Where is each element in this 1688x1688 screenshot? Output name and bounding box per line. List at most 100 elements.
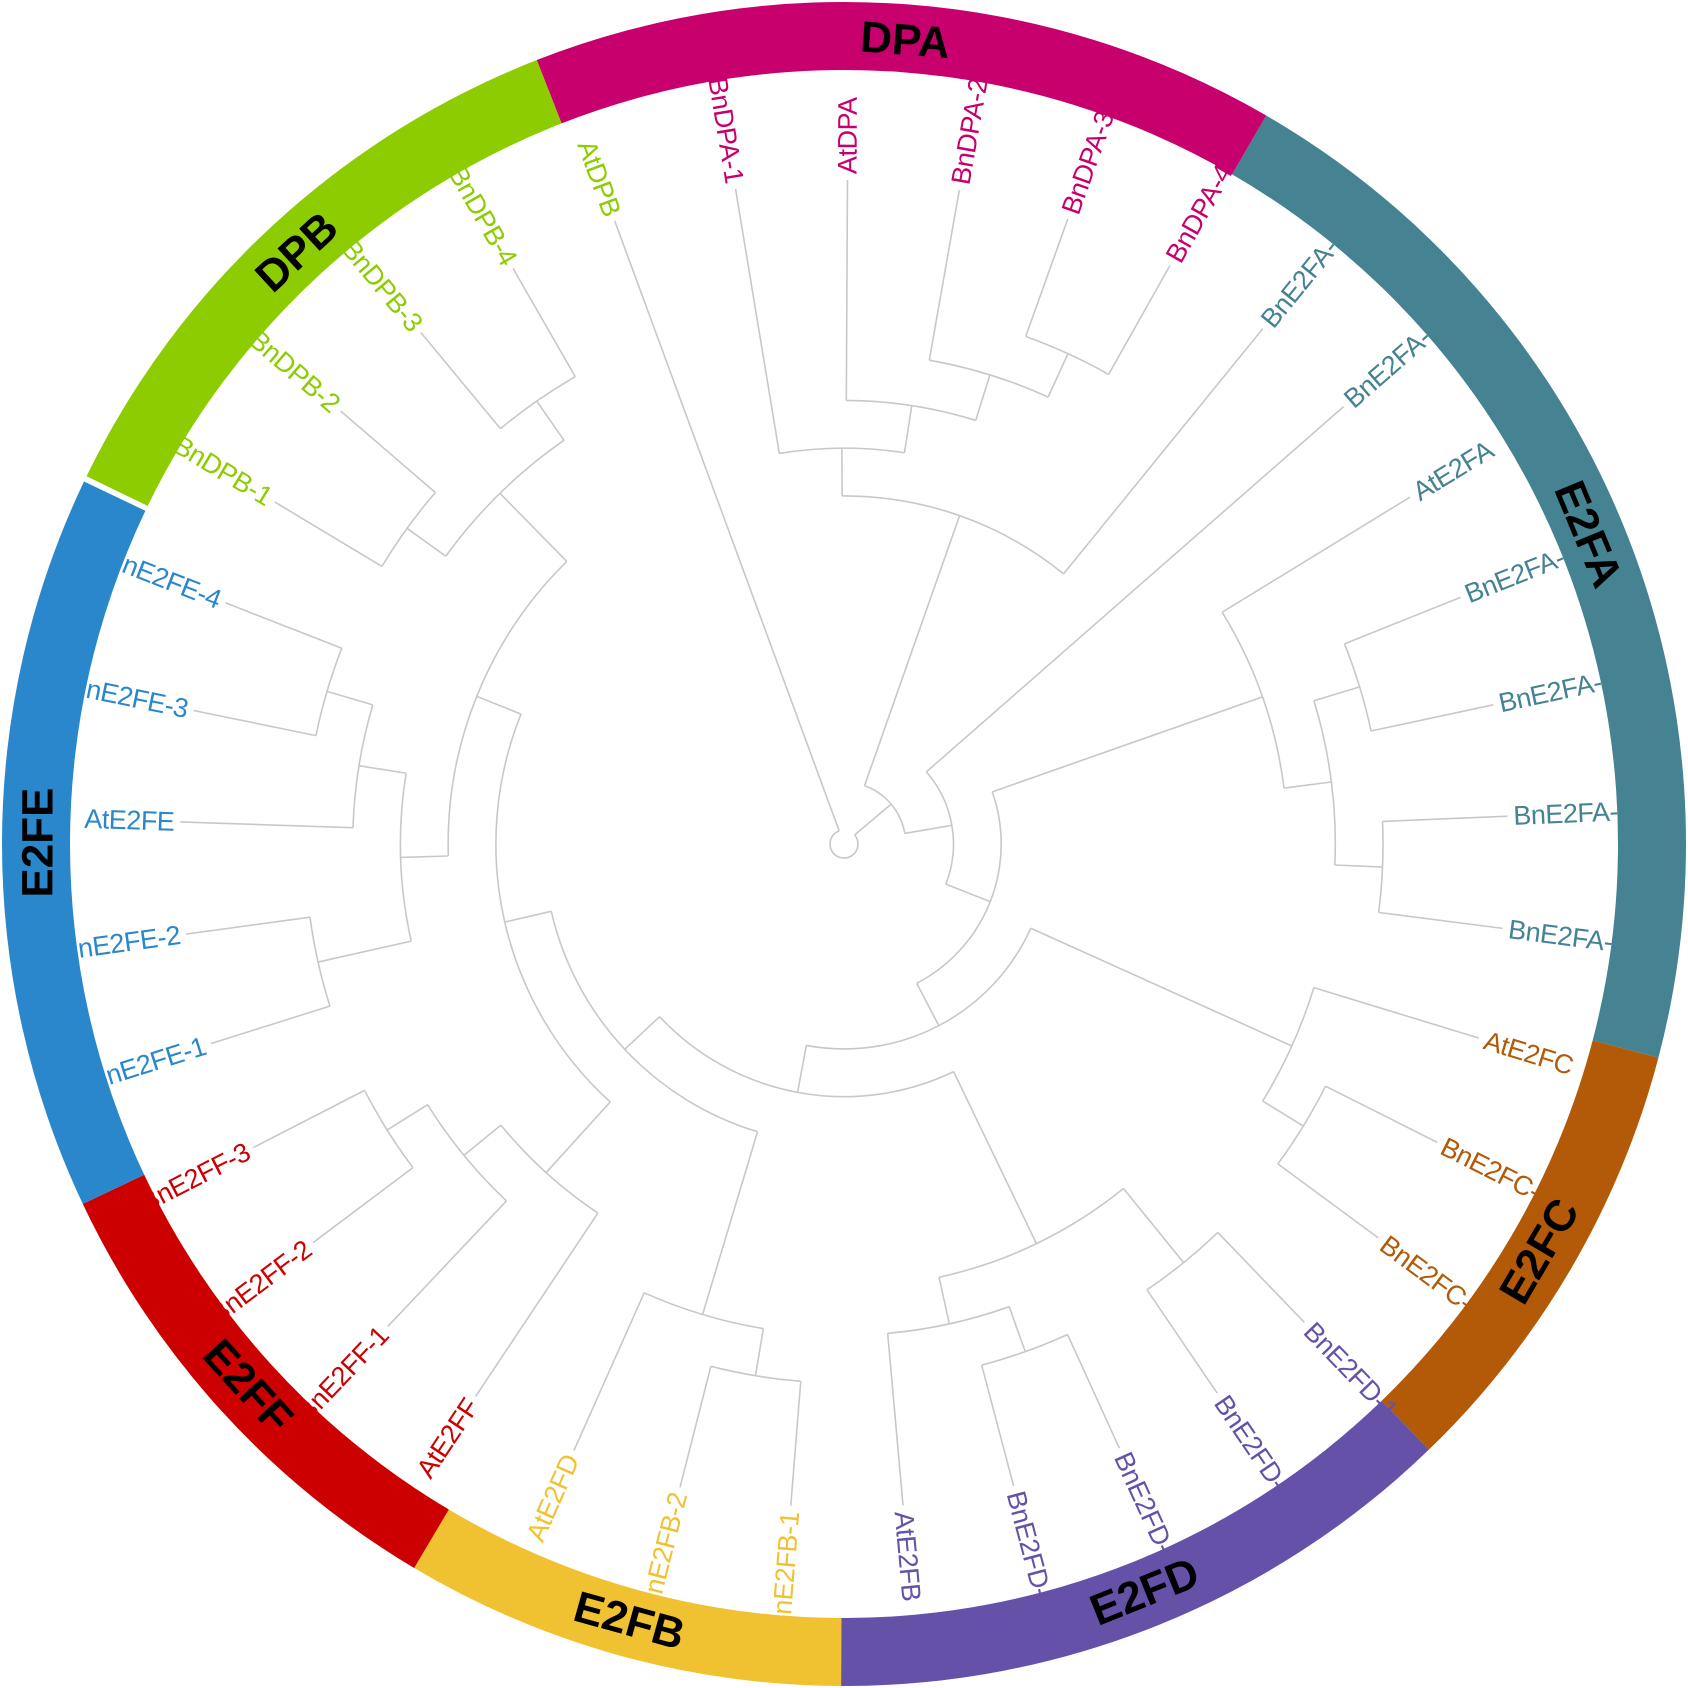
branch-node-24 [545,1101,611,1174]
branch-ate2fe [180,821,353,829]
node-arc-19 [887,1305,1010,1335]
branch-bne2fe-1 [210,1005,331,1045]
branch-node-1 [904,824,952,835]
leaf-label-ate2fc: AtE2FC [1480,1026,1576,1081]
branch-bne2ff-3 [253,1089,365,1149]
leaf-label-bne2ff-3: BnE2FF-3 [135,1137,255,1218]
branch-bne2fd-1 [1217,1231,1305,1324]
branch-node-28 [499,492,568,562]
node-arc-9 [1221,611,1285,789]
leaf-label-bndpa-3: BnDPA-3 [1056,107,1120,218]
leaf-label-bne2ff-2: BnE2FF-2 [204,1234,317,1329]
node-arc-14 [1261,987,1315,1102]
branch-node-17 [938,1277,951,1325]
leaf-label-bndpa-2: BnDPA-2 [946,76,994,187]
node-arc-24 [495,713,611,1103]
branch-ate2fd [573,1292,645,1451]
leaf-label-atdpa: AtDPA [833,97,863,174]
branch-node-29 [317,940,412,963]
branch-node-33 [536,400,565,441]
leaf-label-bne2fa-1: BnE2FA-1 [1255,222,1353,333]
ring-segment-e2fa [1232,115,1687,1058]
branch-node-4 [974,374,991,421]
leaf-label-bndpa-4: BnDPA-4 [1160,159,1239,267]
branch-node-16 [624,1016,661,1050]
node-arc-0 [829,830,859,859]
clade-label-e2fe: E2FE [13,788,62,898]
node-arc-31 [352,704,374,828]
node-arc-26 [426,1104,507,1202]
branch-bne2fa-4 [1370,704,1494,732]
branch-node-10 [1313,686,1360,702]
branch-bne2fd-4 [980,1364,1015,1487]
node-arc-34 [381,491,436,567]
branch-node-21 [701,1131,759,1315]
branch-node-29 [358,764,407,775]
branch-ate2ff [474,1212,599,1397]
node-arc-16 [658,1016,954,1098]
node-arc-7 [925,771,955,885]
branch-bndpb-1 [274,501,383,568]
leaf-label-bne2fa-3: BnE2FA-3 [1461,537,1583,609]
leaf-label-bne2fe-4: BnE2FE-4 [102,543,226,615]
branch-node-22 [754,1328,765,1376]
branch-bne2ff-1 [387,1200,508,1327]
node-arc-20 [981,1333,1068,1366]
branch-ate2fc [1313,986,1480,1039]
leaf-label-bne2fe-1: BnE2FE-1 [86,1031,210,1096]
leaf-label-bndpa-1: BnDPA-1 [702,75,749,186]
branch-node-9 [1283,781,1332,789]
leaf-label-ate2fe: AtE2FE [84,804,175,837]
branch-bndpa-2 [928,189,961,361]
node-arc-10 [1313,700,1337,866]
branch-bne2fa-3 [1344,596,1461,645]
node-arc-13 [806,927,1032,1050]
branch-node-21 [504,910,552,923]
branch-bne2fe-2 [186,916,311,935]
leaf-label-bne2fd-1: BnE2FD-1 [1298,1316,1404,1425]
node-arc-11 [1343,643,1372,732]
branch-node-28 [400,855,449,859]
branch-bndpb-2 [340,410,436,494]
node-arc-27 [363,1090,414,1169]
ring-segment-e2fc [1381,1040,1659,1450]
branch-bne2fe-3 [193,709,317,737]
branch-node-5 [1047,353,1069,398]
tree-branches [180,180,1508,1506]
clade-label-dpa: DPA [859,12,952,68]
branch-bne2fb-2 [679,1366,712,1488]
leaf-label-bne2fe-3: BnE2FE-3 [67,670,191,724]
node-arc-23 [710,1365,801,1383]
branch-bne2fb-1 [789,1381,802,1506]
branch-bne2fd-2 [1146,1289,1218,1394]
leaf-label-bne2fa-5: BnE2FA-5 [1513,796,1633,831]
ring-segment-e2fe [1,481,146,1204]
branch-node-16 [952,1071,1038,1244]
branch-bndpb-4 [512,267,576,378]
node-arc-17 [938,1187,1124,1279]
ring-segment-e2ff [82,1174,449,1568]
leaf-label-bne2fd-2: BnE2FD-2 [1208,1390,1301,1508]
leaf-label-bne2fa-6: BnE2FA-6 [1507,914,1629,959]
branch-bndpa-3 [1024,218,1069,337]
branch-bne2fd-3 [1066,1334,1121,1449]
branch-node-8 [916,982,940,1027]
leaf-label-bndpb-1: BnDPB-1 [168,430,277,512]
leaf-label-bne2fe-2: BnE2FE-2 [59,920,183,966]
node-arc-8 [916,791,1002,985]
branch-node-33 [406,527,447,557]
node-arc-33 [445,439,565,557]
branch-node-31 [326,690,374,706]
leaf-label-bne2fa-2: BnE2FA-2 [1338,313,1447,414]
node-arc-3 [779,447,905,455]
node-arc-28 [447,560,568,857]
node-arc-22 [643,1292,764,1330]
leaf-label-atdpb: AtDPB [571,136,626,220]
branch-bne2ff-2 [312,1167,414,1244]
leaf-label-ate2fa: AtE2FA [1407,435,1499,507]
branch-bne2fa-1 [1062,328,1264,575]
node-arc-12 [1377,821,1384,913]
branch-bne2fc-2 [1277,1163,1379,1239]
leaf-label-bndpb-2: BnDPB-2 [244,325,346,419]
